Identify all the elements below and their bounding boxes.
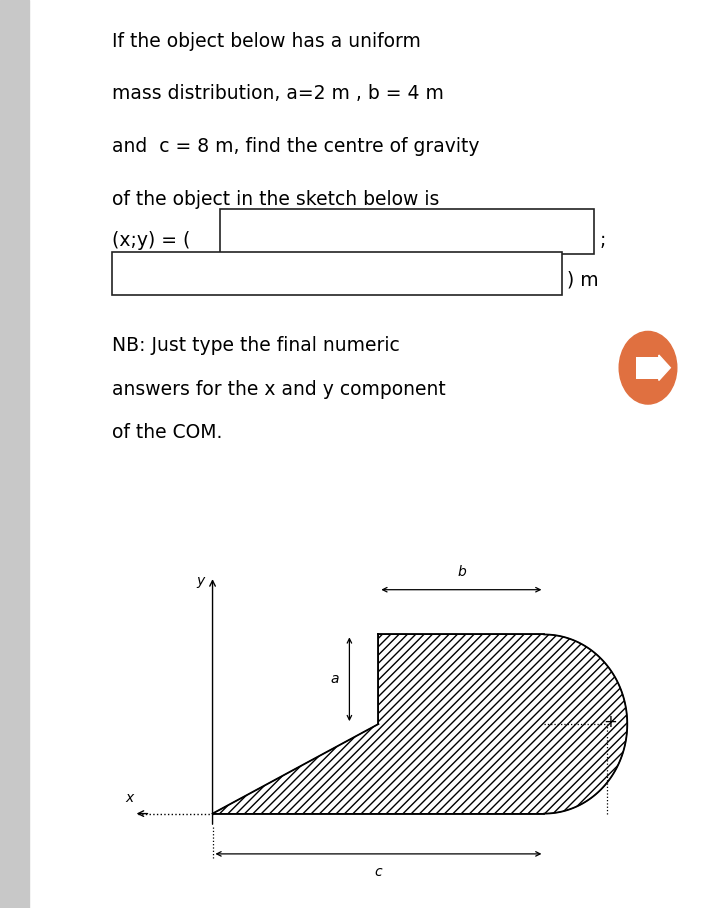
FancyBboxPatch shape: [112, 252, 562, 295]
Text: of the COM.: of the COM.: [112, 423, 222, 442]
FancyBboxPatch shape: [636, 357, 660, 379]
Text: mass distribution, a=2 m , b = 4 m: mass distribution, a=2 m , b = 4 m: [112, 84, 444, 104]
Circle shape: [619, 331, 677, 404]
Text: a: a: [330, 672, 339, 686]
Text: If the object below has a uniform: If the object below has a uniform: [112, 32, 420, 51]
Text: of the object in the sketch below is: of the object in the sketch below is: [112, 190, 439, 209]
FancyBboxPatch shape: [220, 209, 594, 254]
Text: and  c = 8 m, find the centre of gravity: and c = 8 m, find the centre of gravity: [112, 137, 479, 156]
Text: NB: Just type the final numeric: NB: Just type the final numeric: [112, 336, 400, 355]
Text: +: +: [604, 713, 618, 731]
Text: (x;y) = (: (x;y) = (: [112, 232, 190, 250]
Text: b: b: [457, 565, 466, 578]
Text: answers for the x and y component: answers for the x and y component: [112, 380, 446, 399]
Bar: [0, 0, 29, 908]
Polygon shape: [659, 355, 670, 380]
Text: c: c: [374, 865, 382, 879]
Text: ;: ;: [600, 232, 606, 250]
Text: y: y: [196, 574, 204, 587]
Text: x: x: [125, 791, 134, 804]
Text: ) m: ) m: [567, 271, 599, 289]
Polygon shape: [212, 635, 627, 814]
